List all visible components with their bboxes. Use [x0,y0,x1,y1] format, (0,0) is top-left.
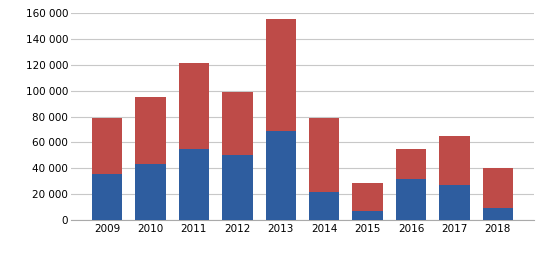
Bar [483,208,513,220]
Bar [179,63,209,149]
Bar [265,131,296,220]
Bar [92,174,122,220]
Bar [222,155,252,220]
Bar [179,149,209,220]
Bar [353,211,383,220]
Bar [439,136,470,185]
Bar [396,179,426,220]
Bar [135,164,166,220]
Bar [265,19,296,131]
Bar [353,183,383,211]
Bar [135,97,166,164]
Bar [222,92,252,155]
Bar [309,118,340,192]
Bar [309,192,340,220]
Bar [483,168,513,208]
Bar [439,185,470,220]
Bar [396,149,426,179]
Bar [92,118,122,174]
